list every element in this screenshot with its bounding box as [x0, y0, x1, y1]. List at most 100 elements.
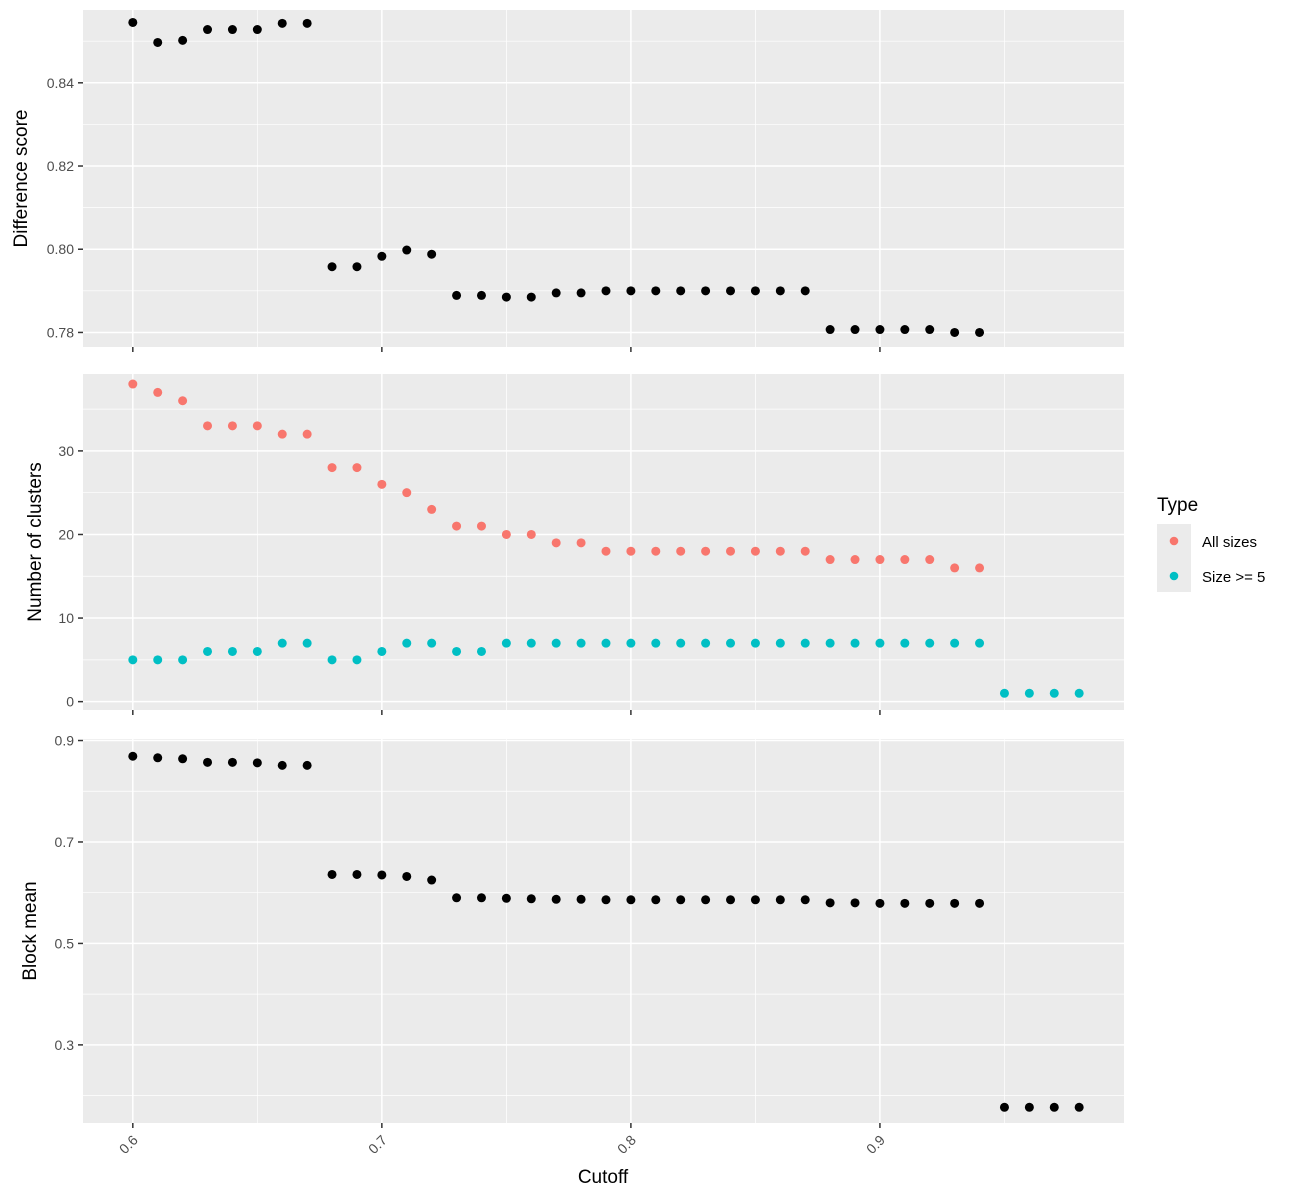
y-tick-label: 0.82 [47, 158, 74, 174]
y-tick-label: 0 [66, 694, 74, 710]
data-point [526, 292, 536, 302]
series-1 [128, 17, 985, 337]
data-point [726, 286, 736, 296]
y-tick-label: 10 [58, 610, 74, 626]
data-point [302, 18, 312, 28]
data-point [427, 504, 437, 514]
data-point [277, 760, 287, 770]
data-point [925, 898, 935, 908]
data-point [601, 546, 611, 556]
data-point [900, 898, 910, 908]
data-point [402, 245, 412, 255]
panel-3: 0.3 0.5 0.7 0.9 Block mean 0.6 0.7 0.8 0.9 [20, 733, 1124, 1157]
x-tick-label: 0.8 [614, 1132, 639, 1157]
data-point [203, 757, 213, 767]
data-point [402, 638, 412, 648]
data-point [775, 638, 785, 648]
data-point [377, 646, 387, 656]
data-point [352, 262, 362, 272]
data-point [900, 325, 910, 335]
data-point [775, 895, 785, 905]
data-point [352, 463, 362, 473]
data-point [626, 895, 636, 905]
data-point [526, 894, 536, 904]
data-point [750, 286, 760, 296]
data-point [1024, 688, 1034, 698]
data-point [178, 754, 188, 764]
data-point [676, 638, 686, 648]
data-point [427, 875, 437, 885]
data-point [252, 421, 262, 431]
data-point [501, 292, 511, 302]
panel-2: 0 10 20 30 Number of clusters [25, 374, 1124, 715]
data-point [452, 893, 462, 903]
data-point [601, 638, 611, 648]
data-point [576, 638, 586, 648]
data-point [850, 898, 860, 908]
data-point [775, 286, 785, 296]
data-point [651, 286, 661, 296]
data-point [476, 893, 486, 903]
data-point [128, 655, 138, 665]
data-point [302, 429, 312, 439]
data-point [576, 894, 586, 904]
panel-background [83, 739, 1124, 1123]
data-point [153, 37, 163, 47]
data-point [775, 546, 785, 556]
y-tick-label: 20 [58, 526, 74, 542]
data-point [626, 638, 636, 648]
legend-title: Type [1157, 495, 1198, 516]
data-point [850, 638, 860, 648]
y-tick-label: 0.5 [55, 935, 75, 951]
data-point [227, 421, 237, 431]
data-point [651, 546, 661, 556]
data-point [800, 895, 810, 905]
data-point [352, 869, 362, 879]
data-point [950, 638, 960, 648]
data-point [925, 555, 935, 565]
data-point [651, 638, 661, 648]
data-point [900, 638, 910, 648]
y-tick-label: 30 [58, 443, 74, 459]
data-point [501, 893, 511, 903]
panels: 0.78 0.80 0.82 0.84 Difference score 0 10 20 30 N… [11, 10, 1124, 1157]
y-tick-label: 0.80 [47, 241, 74, 257]
data-point [227, 757, 237, 767]
data-point [1049, 688, 1059, 698]
data-point [128, 379, 138, 389]
data-point [252, 25, 262, 35]
data-point [452, 646, 462, 656]
data-point [925, 325, 935, 335]
data-point [950, 898, 960, 908]
data-point [825, 555, 835, 565]
data-point [302, 760, 312, 770]
data-point [1049, 1102, 1059, 1112]
data-point [825, 325, 835, 335]
data-point [701, 286, 711, 296]
data-point [252, 758, 262, 768]
y-tick-label: 0.9 [55, 733, 75, 749]
data-point [203, 25, 213, 35]
data-point [950, 327, 960, 337]
data-point [726, 638, 736, 648]
data-point [1074, 688, 1084, 698]
data-point [651, 895, 661, 905]
series-1 [128, 379, 985, 573]
data-point [427, 638, 437, 648]
data-point [875, 555, 885, 565]
data-point [800, 286, 810, 296]
data-point [402, 871, 412, 881]
data-point [701, 546, 711, 556]
data-point [875, 325, 885, 335]
data-point [377, 870, 387, 880]
data-point [476, 646, 486, 656]
data-point [676, 286, 686, 296]
data-point [302, 638, 312, 648]
data-point [501, 638, 511, 648]
data-point [178, 396, 188, 406]
data-point [800, 546, 810, 556]
data-point [626, 286, 636, 296]
data-point [626, 546, 636, 556]
data-point [327, 463, 337, 473]
data-point [277, 429, 287, 439]
